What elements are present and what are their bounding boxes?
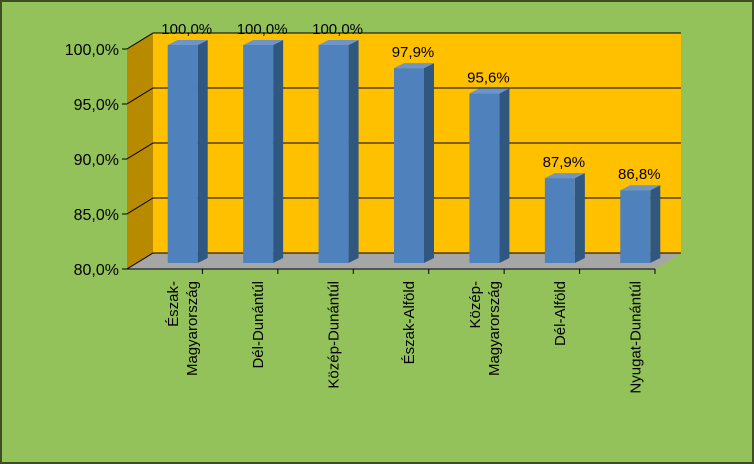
x-tick-label-line: Közép- xyxy=(467,281,484,329)
bar xyxy=(318,45,349,263)
bar-side xyxy=(273,40,284,263)
x-tick-label: Észak- Magyarország xyxy=(165,281,201,376)
data-label: 100,0% xyxy=(237,21,288,38)
bar-top xyxy=(243,40,284,45)
bar xyxy=(469,93,500,264)
bar-top xyxy=(167,40,208,45)
bar-top xyxy=(620,185,661,191)
data-label: 87,9% xyxy=(543,154,586,171)
x-tick-label: Közép-Dunántúl xyxy=(326,281,343,389)
bar xyxy=(243,45,274,263)
bar-top xyxy=(469,88,510,94)
gridline xyxy=(126,87,681,105)
x-tick-label: Észak-Alföld xyxy=(401,281,418,364)
y-tick-label: 95,0% xyxy=(74,97,119,114)
gridline xyxy=(126,32,681,50)
x-tick-label-line: Nyugat-Dunántúl xyxy=(627,281,644,394)
data-label: 86,8% xyxy=(618,166,661,183)
x-tick-label: Dél-Dunántúl xyxy=(250,281,267,369)
bar-side xyxy=(348,40,359,263)
bar-side xyxy=(574,173,585,263)
y-tick-label: 90,0% xyxy=(74,152,119,169)
x-tick-label-line: Dél-Dunántúl xyxy=(250,281,267,369)
bar-side xyxy=(424,63,434,263)
data-label: 95,6% xyxy=(467,69,510,86)
bar-side xyxy=(650,185,661,263)
x-tick-label-line: Dél-Alföld xyxy=(552,281,569,346)
bar xyxy=(394,68,424,263)
data-label: 97,9% xyxy=(392,44,435,61)
data-label: 100,0% xyxy=(161,21,212,38)
bar-side xyxy=(499,88,510,264)
data-label: 100,0% xyxy=(312,21,363,38)
x-tick-label: Dél-Alföld xyxy=(552,281,569,346)
y-tick-label: 80,0% xyxy=(74,262,119,279)
bar xyxy=(544,178,575,263)
x-tick-label-line: Közép-Dunántúl xyxy=(326,281,343,389)
bar xyxy=(620,190,651,263)
x-tick-label: Közép- Magyarország xyxy=(467,281,503,376)
bar-side xyxy=(197,40,208,263)
y-tick-label: 100,0% xyxy=(65,42,119,59)
bar-top xyxy=(544,173,585,179)
bar-top xyxy=(394,63,434,69)
y-tick-label: 85,0% xyxy=(74,207,119,224)
bar xyxy=(167,45,198,263)
x-tick-label-line: Magyarország xyxy=(486,281,503,376)
x-tick-label: Nyugat-Dunántúl xyxy=(627,281,644,394)
x-tick-label-line: Észak-Alföld xyxy=(401,281,418,364)
bar-top xyxy=(318,40,359,45)
x-tick-label-line: Magyarország xyxy=(184,281,201,376)
x-tick-label-line: Észak- xyxy=(165,281,182,327)
